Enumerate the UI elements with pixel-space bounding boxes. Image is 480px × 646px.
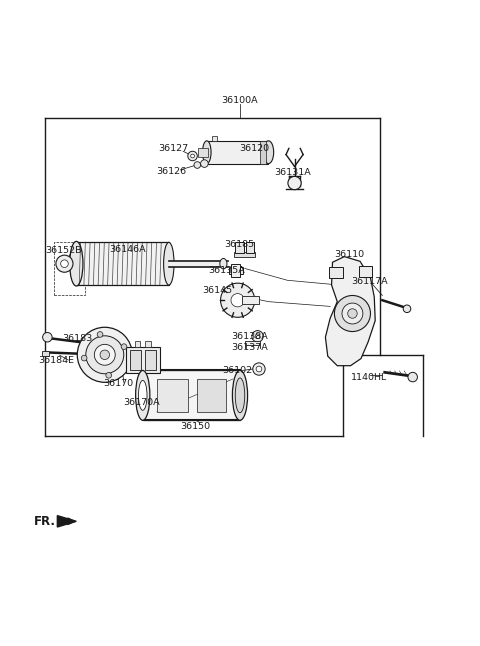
Text: 36170A: 36170A [123,398,160,407]
Circle shape [77,328,132,382]
Circle shape [252,331,263,342]
Bar [145,350,156,370]
Text: 36100A: 36100A [222,96,258,105]
Circle shape [288,176,301,190]
Bar [42,351,49,356]
Circle shape [342,303,363,324]
Ellipse shape [263,141,274,163]
Bar [246,242,254,253]
Circle shape [403,305,411,313]
Text: 36146A: 36146A [109,245,145,254]
Bar [54,242,85,295]
Bar [207,141,268,163]
Bar [359,266,372,276]
Bar [169,261,228,267]
Circle shape [220,283,255,317]
Bar [245,341,260,345]
Text: 36110: 36110 [334,250,364,258]
Bar [231,264,240,277]
Circle shape [335,295,371,331]
Text: 36138A: 36138A [231,332,268,341]
Bar [242,296,259,304]
Ellipse shape [136,370,150,421]
Circle shape [81,355,87,361]
Text: FR.: FR. [34,515,56,528]
Circle shape [201,160,208,167]
Text: 36184E: 36184E [38,357,74,366]
Circle shape [100,350,109,360]
Bar [126,347,160,373]
Bar [198,148,208,157]
Circle shape [97,331,103,337]
Text: 36170: 36170 [104,379,133,388]
Bar [130,350,141,370]
Circle shape [231,293,244,307]
Text: 36126: 36126 [156,167,186,176]
Text: 36131A: 36131A [274,167,311,176]
Circle shape [253,363,265,375]
Text: 36127: 36127 [158,144,189,153]
Text: 36185: 36185 [224,240,254,249]
Polygon shape [57,516,76,527]
Bar [212,136,217,141]
Ellipse shape [164,242,174,285]
Bar [260,141,265,163]
Circle shape [256,366,262,372]
Ellipse shape [235,378,245,413]
Ellipse shape [70,242,83,286]
Bar [235,242,244,253]
Text: 36137A: 36137A [231,343,268,352]
Circle shape [86,336,124,374]
Circle shape [194,162,201,169]
Bar [76,242,169,285]
Text: 36150: 36150 [180,422,210,431]
Circle shape [188,151,197,161]
Circle shape [348,309,357,318]
Text: 36102: 36102 [223,366,252,375]
Text: 36183: 36183 [62,334,93,342]
Circle shape [60,260,68,267]
Bar [228,267,243,274]
Bar [143,370,240,421]
Circle shape [408,372,418,382]
Bar [234,252,255,256]
Circle shape [191,154,194,158]
Text: 36117A: 36117A [351,276,387,286]
Text: 36120: 36120 [239,144,269,153]
Circle shape [106,373,111,378]
Text: 1140HL: 1140HL [351,373,387,382]
Circle shape [43,333,52,342]
Bar [145,341,151,347]
Circle shape [95,344,115,365]
Text: 36135A: 36135A [208,266,245,275]
Polygon shape [325,256,375,366]
Circle shape [121,344,127,349]
Bar [135,341,140,347]
Text: 36152B: 36152B [45,246,82,255]
Text: 36145: 36145 [202,286,232,295]
Ellipse shape [138,380,147,410]
Ellipse shape [232,370,248,421]
Ellipse shape [220,258,227,269]
Ellipse shape [203,141,211,163]
Bar [197,379,226,412]
Bar [157,379,188,412]
Circle shape [56,255,73,272]
Circle shape [255,334,260,339]
Bar [329,267,343,278]
